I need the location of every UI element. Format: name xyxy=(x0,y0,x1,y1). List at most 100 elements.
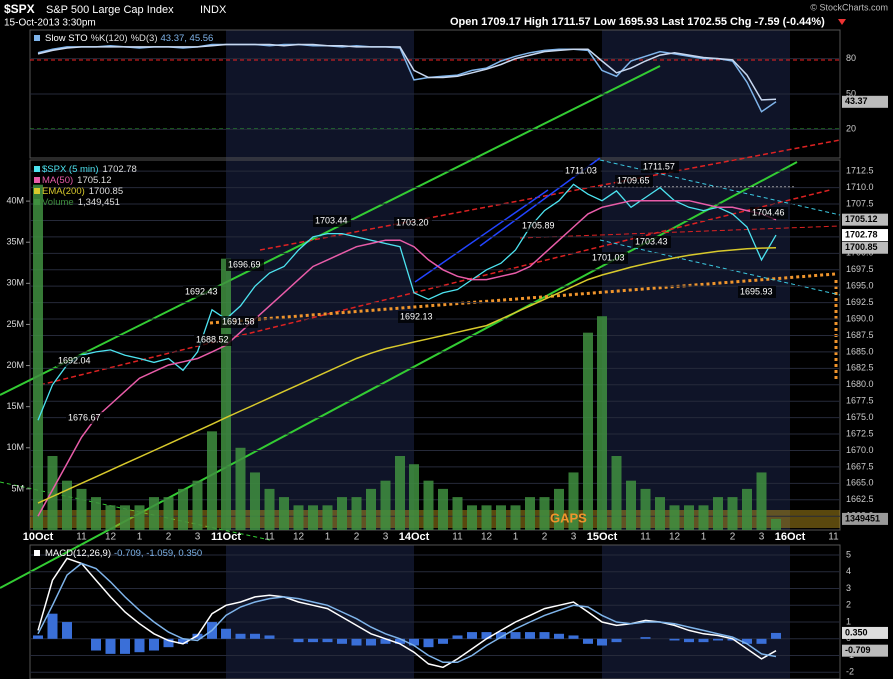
last-value-box xyxy=(842,644,888,657)
legend-swatch xyxy=(34,188,40,194)
histogram-bar xyxy=(438,638,448,644)
x-tick-label: 10Oct xyxy=(23,531,54,543)
histogram-bar xyxy=(496,632,506,639)
volume-bar xyxy=(481,505,492,530)
histogram-bar xyxy=(120,638,130,654)
quote: Open 1709.17 High 1711.57 Low 1695.93 La… xyxy=(450,16,825,28)
annotation-bg xyxy=(563,165,601,177)
session-shading xyxy=(226,30,790,679)
x-tick-label: 12 xyxy=(481,532,493,543)
last-value-box xyxy=(842,241,888,254)
y-tick-label: 1697.5 xyxy=(846,264,874,274)
y-tick-label: 1665.0 xyxy=(846,478,874,488)
series-line xyxy=(37,43,777,101)
legend-swatch xyxy=(34,177,40,183)
y-tick-label: 1690.0 xyxy=(846,313,874,323)
histogram-bar xyxy=(452,635,463,639)
price-annotation: 1701.03 xyxy=(592,252,625,262)
legend: MACD(12,26,9) -0.709, -1.059, 0.350 xyxy=(45,548,202,559)
legend-entry: EMA(200) 1700.85 xyxy=(42,186,123,197)
exchange: INDX xyxy=(200,4,227,16)
x-tick-label: 1 xyxy=(137,532,143,543)
legend-text: MACD(12,26,9) xyxy=(45,548,111,559)
last-value-box xyxy=(842,95,888,108)
annotation-bg xyxy=(520,220,558,232)
histogram-bar xyxy=(467,632,477,639)
volume-bar xyxy=(62,480,72,530)
histogram-bar xyxy=(33,635,43,639)
x-tick-label: 2 xyxy=(542,532,548,543)
price-annotation: 1709.65 xyxy=(617,175,650,185)
last-value-label: 43.37 xyxy=(845,96,868,106)
x-tick-label: 15Oct xyxy=(587,531,618,543)
y-tick-label: 2 xyxy=(846,600,851,610)
legend-entry: $SPX (5 min) 1702.78 xyxy=(42,164,137,175)
legend-value: 1702.78 xyxy=(103,164,137,175)
histogram-bar xyxy=(756,638,767,644)
y-tick-label: 1710.0 xyxy=(846,182,874,192)
volume-bar xyxy=(264,488,275,530)
last-value-label: 1705.12 xyxy=(845,214,878,224)
histogram-bar xyxy=(597,638,607,646)
green-trendline xyxy=(0,65,661,396)
histogram-bar xyxy=(264,635,275,639)
volume-bar xyxy=(756,472,767,530)
price-annotation: 1703.43 xyxy=(635,236,668,246)
histogram-bar xyxy=(380,638,391,644)
annotation-bg xyxy=(398,311,436,323)
volume-tick-label: 35M xyxy=(6,237,24,247)
volume-bar xyxy=(395,456,405,530)
histogram-bar xyxy=(669,638,680,641)
y-tick-label: 1685.0 xyxy=(846,346,874,356)
histogram-bar xyxy=(481,632,492,639)
price-annotation: 1676.67 xyxy=(68,412,101,422)
gaps-band xyxy=(30,510,840,528)
histogram-bar xyxy=(351,638,362,646)
volume-bar xyxy=(727,497,738,530)
y-tick-label: 80 xyxy=(846,53,856,63)
price-annotation: 1692.13 xyxy=(400,311,433,321)
last-value-label: 0.350 xyxy=(845,627,868,637)
price-annotation: 1692.04 xyxy=(58,355,91,365)
y-tick-label: 1667.5 xyxy=(846,461,874,471)
x-tick-label: 3 xyxy=(571,532,577,543)
series-line xyxy=(37,183,777,421)
volume-bar xyxy=(178,488,188,530)
volume-tick-label: 30M xyxy=(6,278,24,288)
price-annotation: 1703.44 xyxy=(315,215,348,225)
x-tick-label: 16Oct xyxy=(775,531,806,543)
annotation-bg xyxy=(66,412,104,424)
x-tick-label: 1 xyxy=(325,532,331,543)
volume-tick-label: 5M xyxy=(11,483,24,493)
volume-bar xyxy=(554,488,564,530)
x-tick-label: 11Oct xyxy=(211,531,241,543)
volume-bar xyxy=(337,497,347,530)
annotation-bg xyxy=(183,286,221,298)
price-annotation: 1691.58 xyxy=(222,316,255,326)
volume-bar xyxy=(149,497,159,530)
x-tick-label: 12 xyxy=(105,532,117,543)
x-tick-label: 3 xyxy=(195,532,201,543)
volume-bar xyxy=(640,488,651,530)
price-frame xyxy=(29,159,841,531)
volume-bar xyxy=(409,464,419,530)
histogram-bar xyxy=(293,638,304,643)
day-shade xyxy=(226,30,414,530)
volume-bar xyxy=(235,447,246,530)
volume-bar xyxy=(698,505,709,530)
histogram-bar xyxy=(163,638,174,648)
y-tick-label: 3 xyxy=(846,583,851,593)
cyan-dashed-line xyxy=(599,159,841,216)
volume-bar xyxy=(611,456,622,530)
last-value-box xyxy=(842,229,888,242)
series-line xyxy=(37,199,777,517)
volume-bar xyxy=(583,332,593,530)
legend-text: %K(120) xyxy=(91,33,128,44)
legend-entry: Volume 1,349,451 xyxy=(42,197,120,208)
last-value-label: 1349451 xyxy=(845,513,880,523)
annotation-bg xyxy=(194,334,232,346)
volume-bar xyxy=(293,505,304,530)
y-tick-label: 1672.5 xyxy=(846,428,874,438)
x-tick-label: 11 xyxy=(828,532,839,543)
